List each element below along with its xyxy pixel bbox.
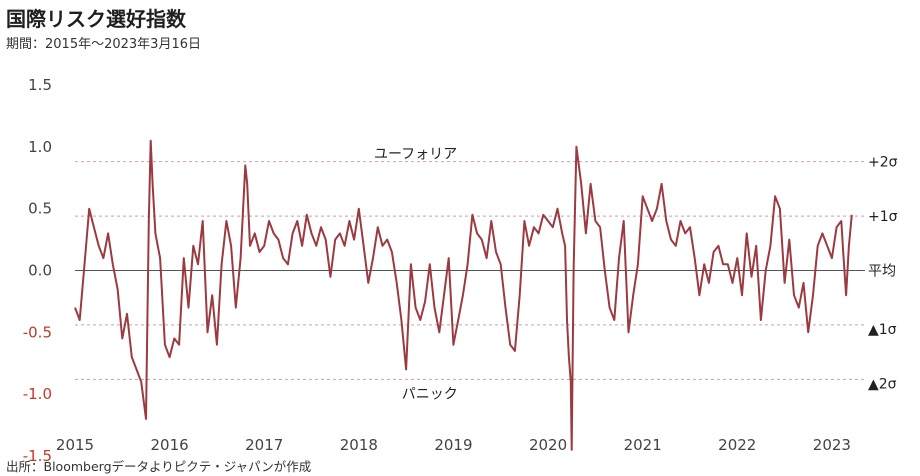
x-tick-label: 2021: [624, 436, 662, 454]
reference-label: ▲1σ: [868, 322, 897, 338]
y-tick-label: -1.5: [23, 447, 52, 465]
chart-subtitle: 期間：2015年～2023年3月16日: [6, 37, 201, 52]
x-tick-label: 2015: [56, 436, 94, 454]
reference-label: +2σ: [868, 155, 898, 171]
reference-label: 平均: [868, 264, 896, 280]
reference-label: ▲2σ: [868, 376, 897, 392]
annotation-label: パニック: [402, 387, 458, 403]
x-tick-label: 2018: [340, 436, 378, 454]
reference-label: +1σ: [868, 209, 898, 225]
y-tick-label: 0.5: [28, 200, 52, 218]
x-tick-label: 2023: [813, 436, 851, 454]
y-tick-label: -1.0: [23, 385, 52, 403]
x-tick-label: 2016: [151, 436, 189, 454]
x-tick-label: 2017: [245, 436, 283, 454]
annotation-label: ユーフォリア: [374, 147, 457, 163]
x-tick-label: 2022: [718, 436, 756, 454]
chart-title: 国際リスク選好指数: [6, 7, 186, 31]
series-line: [74, 139, 853, 451]
y-tick-label: -0.5: [23, 323, 52, 341]
y-tick-label: 1.5: [28, 76, 52, 94]
x-tick-label: 2019: [434, 436, 472, 454]
y-tick-label: 0.0: [28, 262, 52, 280]
source-note: 出所：Bloombergデータよりピクテ・ジャパンが作成: [6, 459, 312, 474]
y-tick-label: 1.0: [28, 138, 52, 156]
x-tick-label: 2020: [529, 436, 567, 454]
